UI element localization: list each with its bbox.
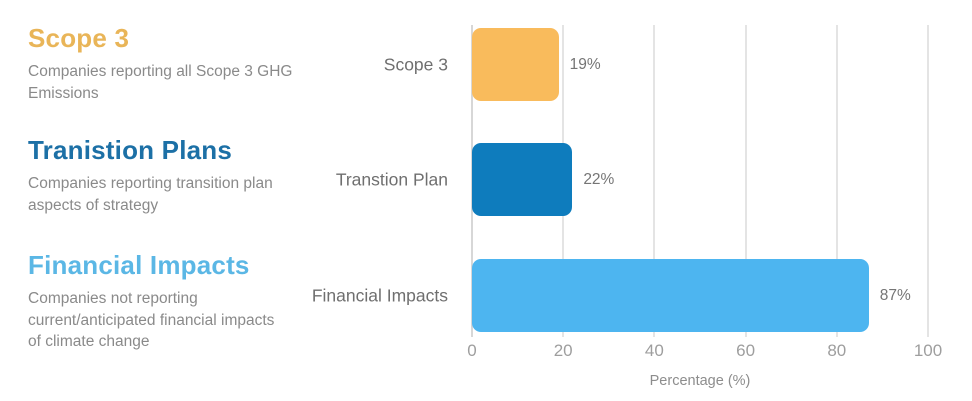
bar-1 [472,143,573,216]
bar-value-label-1: 22% [583,170,615,188]
category-label-2: Financial Impacts [311,285,448,305]
x-axis-title: Percentage (%) [649,373,751,389]
gridline-x-60 [744,25,747,337]
x-tick-label-40: 40 [644,341,664,360]
annotation-section-financial-impacts: Financial Impacts Companies not reportin… [28,249,358,353]
x-tick-label-0: 0 [467,341,477,360]
x-tick-label-80: 80 [827,341,847,360]
section-description-transition-plans: Companies reporting transition plan aspe… [28,175,273,214]
plot-area: 19% 22% 87% [471,25,929,337]
section-description-financial-impacts: Companies not reporting current/anticipa… [28,290,275,350]
annotation-section-transition-plans: Tranistion Plans Companies reporting tra… [28,134,358,216]
section-title-transition-plans: Tranistion Plans [28,135,233,165]
section-title-scope-3: Scope 3 [28,23,130,53]
bar-value-label-0: 19% [569,55,601,73]
x-tick-label-60: 60 [736,341,756,360]
x-tick-label-20: 20 [553,341,573,360]
bar-value-label-2: 87% [879,286,911,304]
category-label-0: Scope 3 [383,54,448,74]
x-tick-label-100: 100 [913,341,943,360]
section-title-financial-impacts: Financial Impacts [28,250,250,280]
bar-0 [472,28,559,101]
x-axis-tick-row: 0 20 40 60 80 100 [467,341,942,363]
annotation-section-scope-3: Scope 3 Companies reporting all Scope 3 … [28,22,358,104]
gridline-x-100 [927,25,929,337]
section-description-scope-3: Companies reporting all Scope 3 GHG Emis… [28,63,293,102]
gridline-x-40 [653,25,656,337]
y-axis-category-labels: Scope 3 Transtion Plan Financial Impacts [240,0,460,401]
category-label-1: Transtion Plan [335,169,448,189]
gridline-x-80 [835,25,838,337]
bar-2 [472,259,869,332]
